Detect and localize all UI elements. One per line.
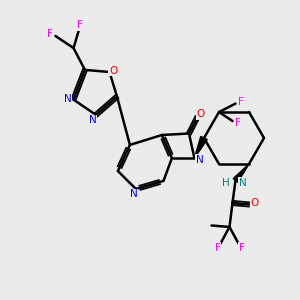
- Text: N: N: [89, 115, 97, 125]
- Polygon shape: [233, 164, 249, 182]
- Text: O: O: [196, 109, 205, 119]
- Text: N: N: [238, 178, 246, 188]
- Text: F: F: [46, 28, 52, 39]
- Text: F: F: [77, 20, 83, 31]
- Text: N: N: [196, 154, 204, 165]
- Text: O: O: [109, 65, 117, 76]
- Text: F: F: [214, 243, 220, 253]
- Text: O: O: [250, 198, 259, 208]
- Text: H: H: [222, 178, 230, 188]
- Text: F: F: [238, 243, 244, 253]
- Text: N: N: [130, 189, 137, 200]
- Text: N: N: [64, 94, 71, 104]
- Text: F: F: [238, 97, 244, 107]
- Polygon shape: [194, 136, 207, 158]
- Text: F: F: [235, 118, 241, 128]
